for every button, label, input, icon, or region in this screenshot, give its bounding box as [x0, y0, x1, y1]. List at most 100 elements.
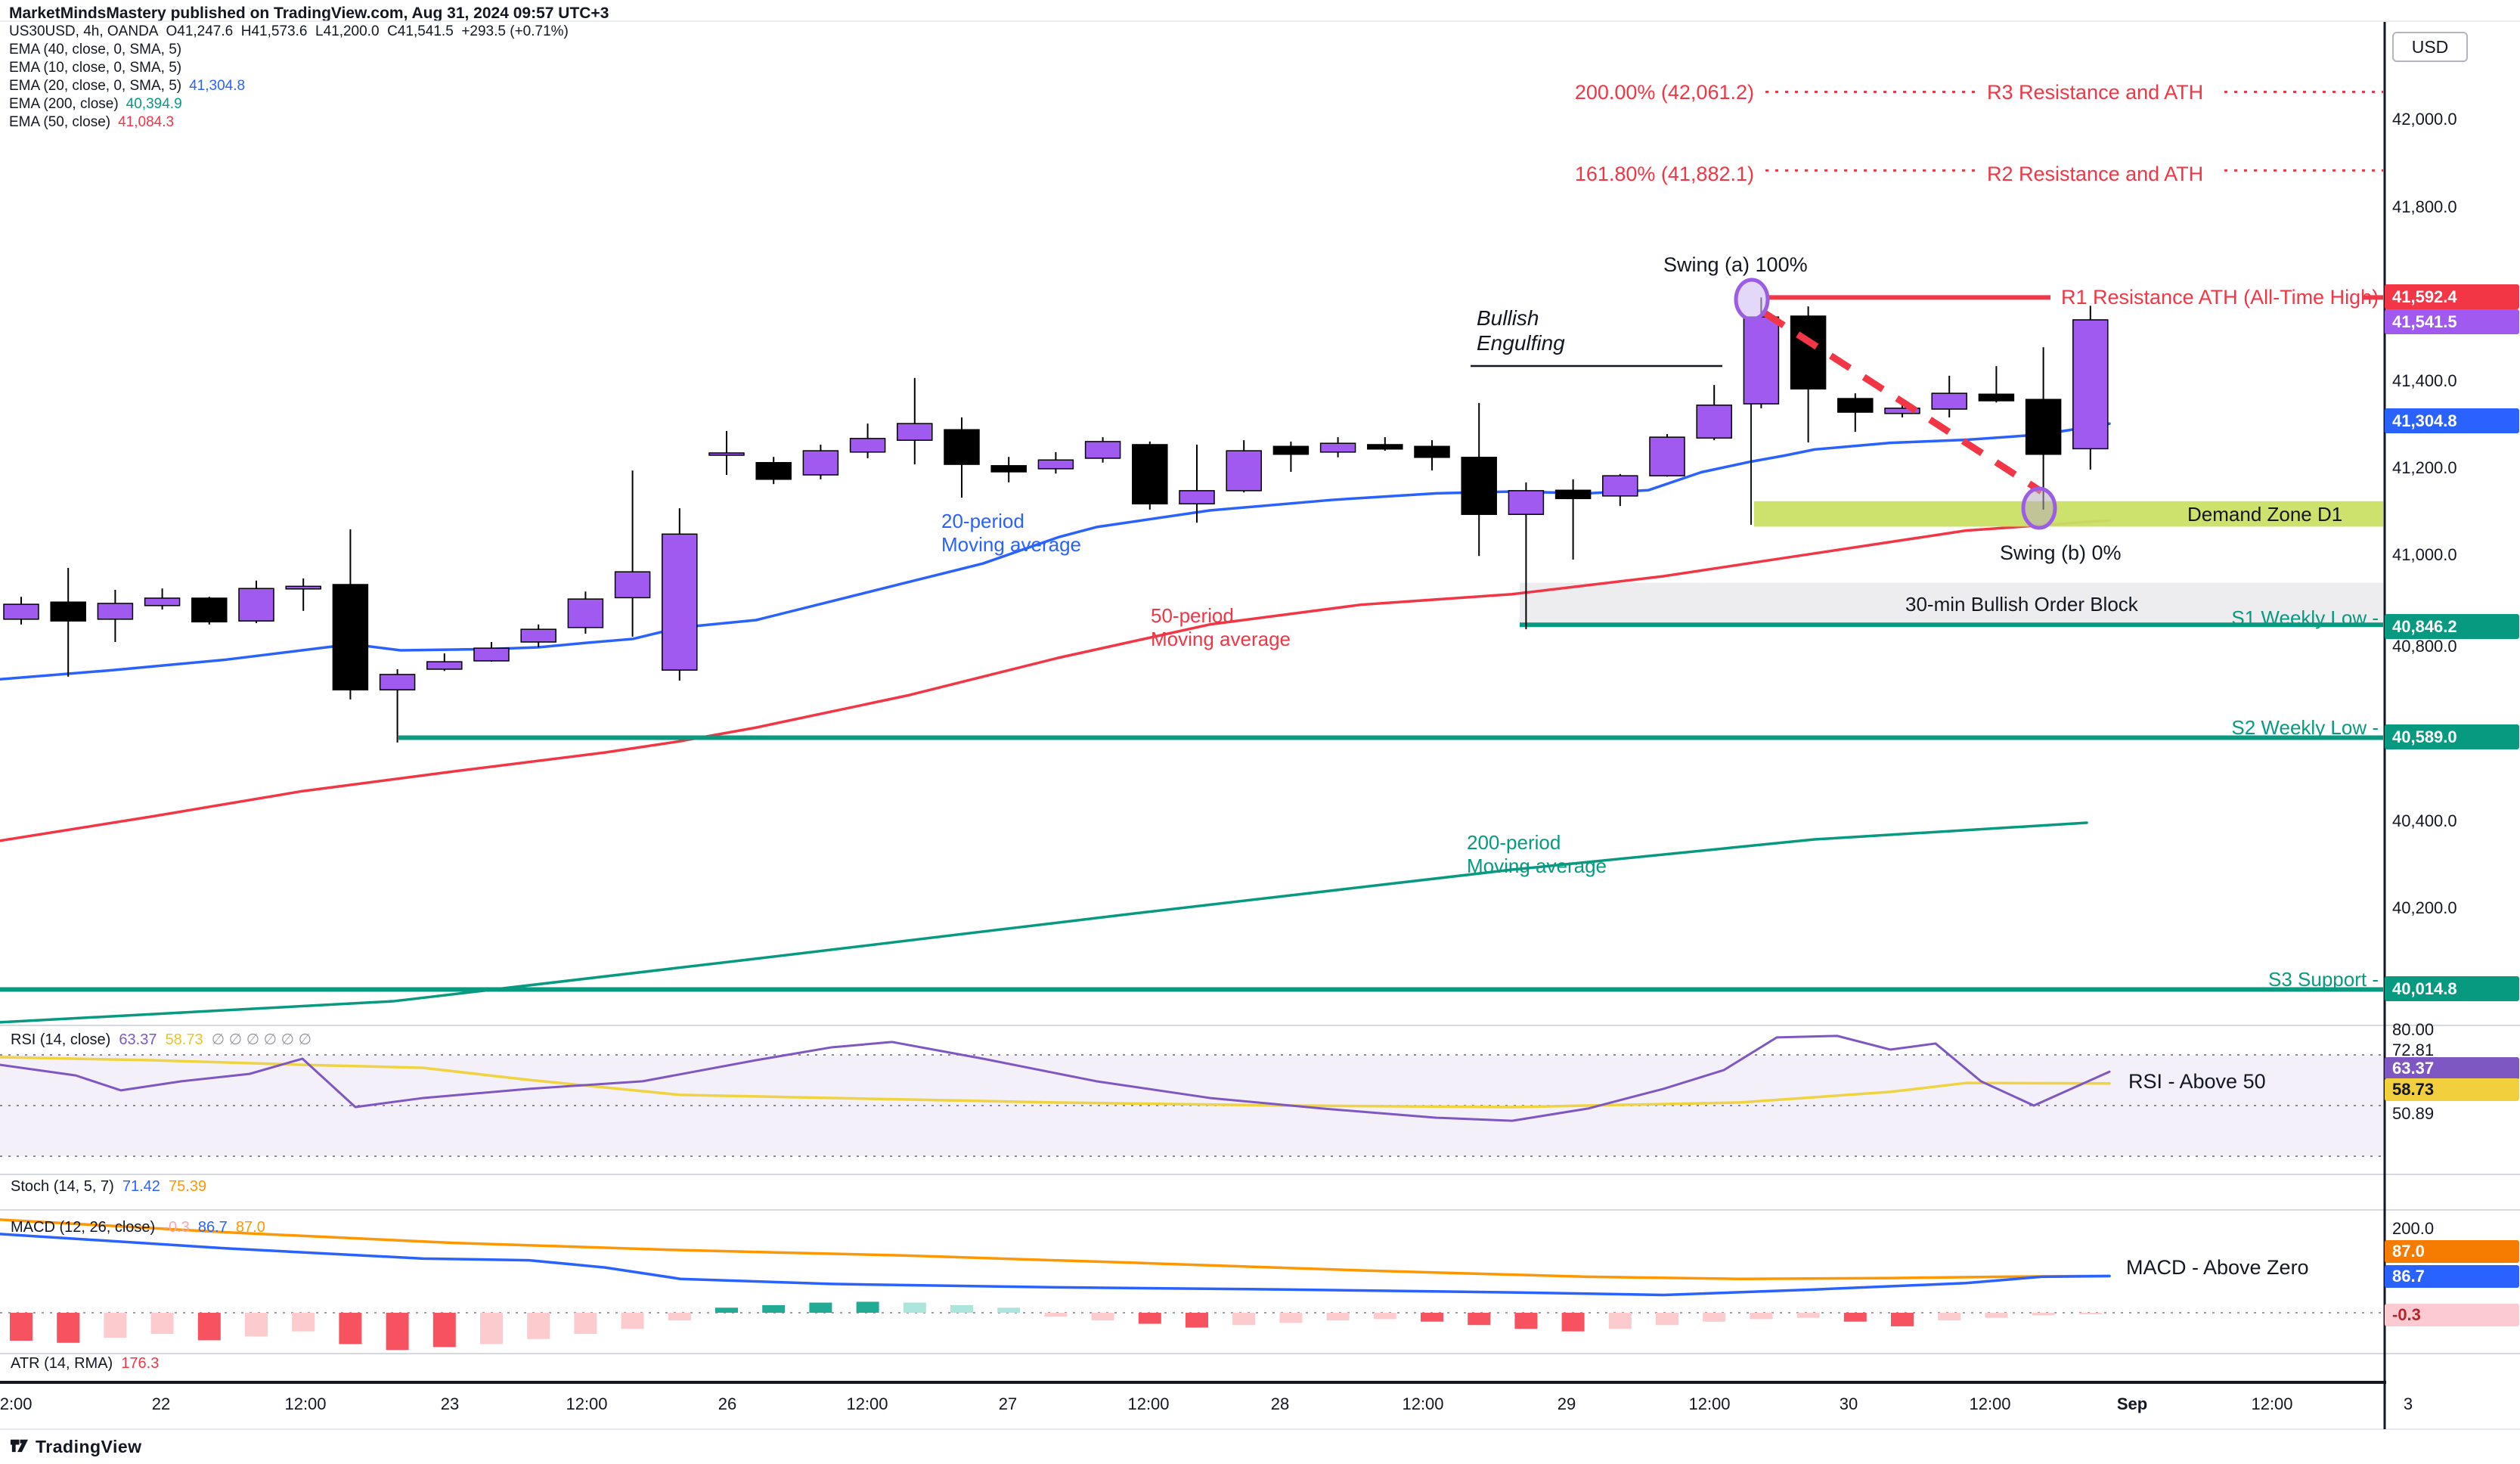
macd-hist-bar — [480, 1313, 503, 1345]
macd-hist-bar — [715, 1307, 738, 1313]
candle-bear — [1790, 306, 1827, 443]
time-axis-label[interactable]: 22 — [151, 1394, 171, 1413]
candle-bear — [2025, 347, 2062, 510]
symbol-title-row[interactable]: US30USD, 4h, OANDA O41,247.6 H41,573.6 L4… — [9, 23, 569, 41]
time-axis-label[interactable]: 12:00 — [1127, 1394, 1170, 1413]
macd-hist-bar — [2032, 1313, 2055, 1316]
price-badge: 41,592.4 — [2385, 284, 2519, 309]
time-axis-label[interactable]: 23 — [440, 1394, 460, 1413]
macd-hist-bar — [903, 1302, 926, 1313]
time-axis-label[interactable]: 30 — [1839, 1394, 1858, 1413]
time-axis-label[interactable]: 3 — [2403, 1394, 2413, 1413]
indicator-legend-row[interactable]: EMA (40, close, 0, SMA, 5) — [9, 41, 569, 59]
time-axis-label[interactable]: 12:00 — [284, 1394, 327, 1413]
candle-bear — [1132, 441, 1168, 510]
rsi-panel[interactable] — [0, 1034, 2383, 1157]
macd-panel[interactable] — [0, 1218, 2383, 1351]
time-axis-label[interactable]: Sep — [2116, 1394, 2148, 1413]
macd-hist-bar — [292, 1313, 315, 1332]
candle-bear — [332, 529, 369, 699]
price-axis-label: 41,000.0 — [2392, 545, 2457, 564]
macd-legend-part: 86.7 — [197, 1219, 236, 1236]
candle-bear — [1978, 366, 2015, 403]
candle-bull — [97, 589, 134, 642]
time-axis-label[interactable]: 12:00 — [1969, 1394, 2011, 1413]
macd-hist-bar — [1843, 1313, 1867, 1322]
candle-bear — [50, 567, 86, 677]
candle-bull — [473, 641, 510, 662]
stoch-legend-part: 71.42 — [122, 1178, 169, 1195]
time-axis-label[interactable]: 27 — [998, 1394, 1018, 1413]
macd-hist-bar — [762, 1304, 786, 1313]
macd-hist-bar — [1091, 1313, 1114, 1321]
ohlc-values: O41,247.6 H41,573.6 L41,200.0 C41,541.5 … — [166, 23, 569, 39]
candle-bear — [1414, 440, 1450, 471]
candle-bull — [897, 377, 933, 465]
indicator-legend-row[interactable]: EMA (200, close) 40,394.9 — [9, 95, 569, 113]
stoch-legend-part: 75.39 — [169, 1178, 207, 1195]
time-axis-label[interactable]: 26 — [718, 1394, 737, 1413]
rsi-axis-label: 80.00 — [2392, 1020, 2435, 1039]
macd-hist-bar — [856, 1301, 879, 1313]
time-axis-label[interactable]: 12:00 — [0, 1394, 33, 1413]
atr-legend-part: ATR (14, RMA) — [11, 1355, 122, 1372]
price-badge: 40,589.0 — [2385, 724, 2519, 749]
macd-hist-bar — [1044, 1313, 1068, 1317]
macd-hist-bar — [386, 1313, 409, 1351]
rsi-legend[interactable]: RSI (14, close) 63.37 58.73 ∅ ∅ ∅ ∅ ∅ ∅ — [11, 1030, 312, 1049]
macd-legend-part: 87.0 — [235, 1219, 265, 1236]
ma20-label: 20-period Moving average — [941, 510, 1081, 556]
time-axis-label[interactable]: 12:00 — [1402, 1394, 1444, 1413]
stoch-legend[interactable]: Stoch (14, 5, 7) 71.42 75.39 — [11, 1178, 206, 1196]
macd-badge: -0.3 — [2385, 1304, 2519, 1326]
candle-bull — [802, 444, 839, 479]
time-axis-label[interactable]: 12:00 — [846, 1394, 888, 1413]
candle-bull — [520, 624, 556, 647]
macd-hist-bar — [1279, 1313, 1303, 1323]
macd-hist-bar — [1468, 1313, 1491, 1326]
indicator-legend-row[interactable]: EMA (20, close, 0, SMA, 5) 41,304.8 — [9, 77, 569, 95]
candle-bull — [1649, 434, 1685, 477]
indicator-label: EMA (20, close, 0, SMA, 5) — [9, 78, 182, 94]
price-axis-label: 40,400.0 — [2392, 811, 2457, 830]
rsi-ma-line — [0, 1056, 2111, 1109]
time-axis-label[interactable]: 12:00 — [2251, 1394, 2293, 1413]
macd-signal-line — [0, 1218, 2111, 1280]
macd-hist-bar — [950, 1304, 973, 1313]
time-axis-label[interactable]: 29 — [1557, 1394, 1576, 1413]
price-axis-label: 41,200.0 — [2392, 458, 2457, 477]
atr-legend-part: 176.3 — [121, 1355, 160, 1372]
price-badge: 40,014.8 — [2385, 976, 2519, 1001]
macd-hist-bar — [150, 1313, 174, 1334]
macd-legend[interactable]: MACD (12, 26, close) -0.3 86.7 87.0 — [11, 1219, 265, 1236]
atr-legend[interactable]: ATR (14, RMA) 176.3 — [11, 1355, 159, 1372]
rsi-badge: 63.37 — [2385, 1057, 2519, 1080]
macd-hist-bar — [1421, 1313, 1443, 1322]
ema50-line — [0, 519, 2111, 842]
time-axis-label[interactable]: 12:00 — [1688, 1394, 1731, 1413]
swing-a-marker[interactable] — [1734, 278, 1770, 321]
symbol-legend[interactable]: US30USD, 4h, OANDA O41,247.6 H41,573.6 L4… — [9, 23, 569, 132]
time-axis-label[interactable]: 28 — [1270, 1394, 1290, 1413]
candle-bull — [379, 668, 416, 743]
candle-bull — [1602, 473, 1638, 507]
macd-hist-bar — [1985, 1313, 2008, 1318]
indicator-legend-row[interactable]: EMA (10, close, 0, SMA, 5) — [9, 59, 569, 77]
macd-hist-bar — [1608, 1313, 1632, 1329]
rsi-legend-part: 63.37 — [119, 1031, 166, 1048]
candle-bear — [944, 417, 980, 498]
price-axis-label: 40,800.0 — [2392, 637, 2457, 656]
swing-b-marker[interactable] — [2021, 486, 2057, 530]
candle-bull — [2072, 306, 2109, 470]
candle-bull — [849, 423, 886, 458]
rsi-line — [0, 1034, 2111, 1122]
fib-161-label: 161.80% (41,882.1) — [1574, 163, 1754, 185]
s2-label: S2 Weekly Low - — [2231, 716, 2379, 739]
indicator-label: EMA (10, close, 0, SMA, 5) — [9, 60, 182, 76]
indicator-legend-row[interactable]: EMA (50, close) 41,084.3 — [9, 113, 569, 132]
symbol-title: US30USD, 4h, OANDA — [9, 23, 159, 39]
macd-hist-bar — [1373, 1313, 1396, 1320]
time-axis-label[interactable]: 12:00 — [566, 1394, 608, 1413]
candle-bull — [144, 588, 181, 610]
